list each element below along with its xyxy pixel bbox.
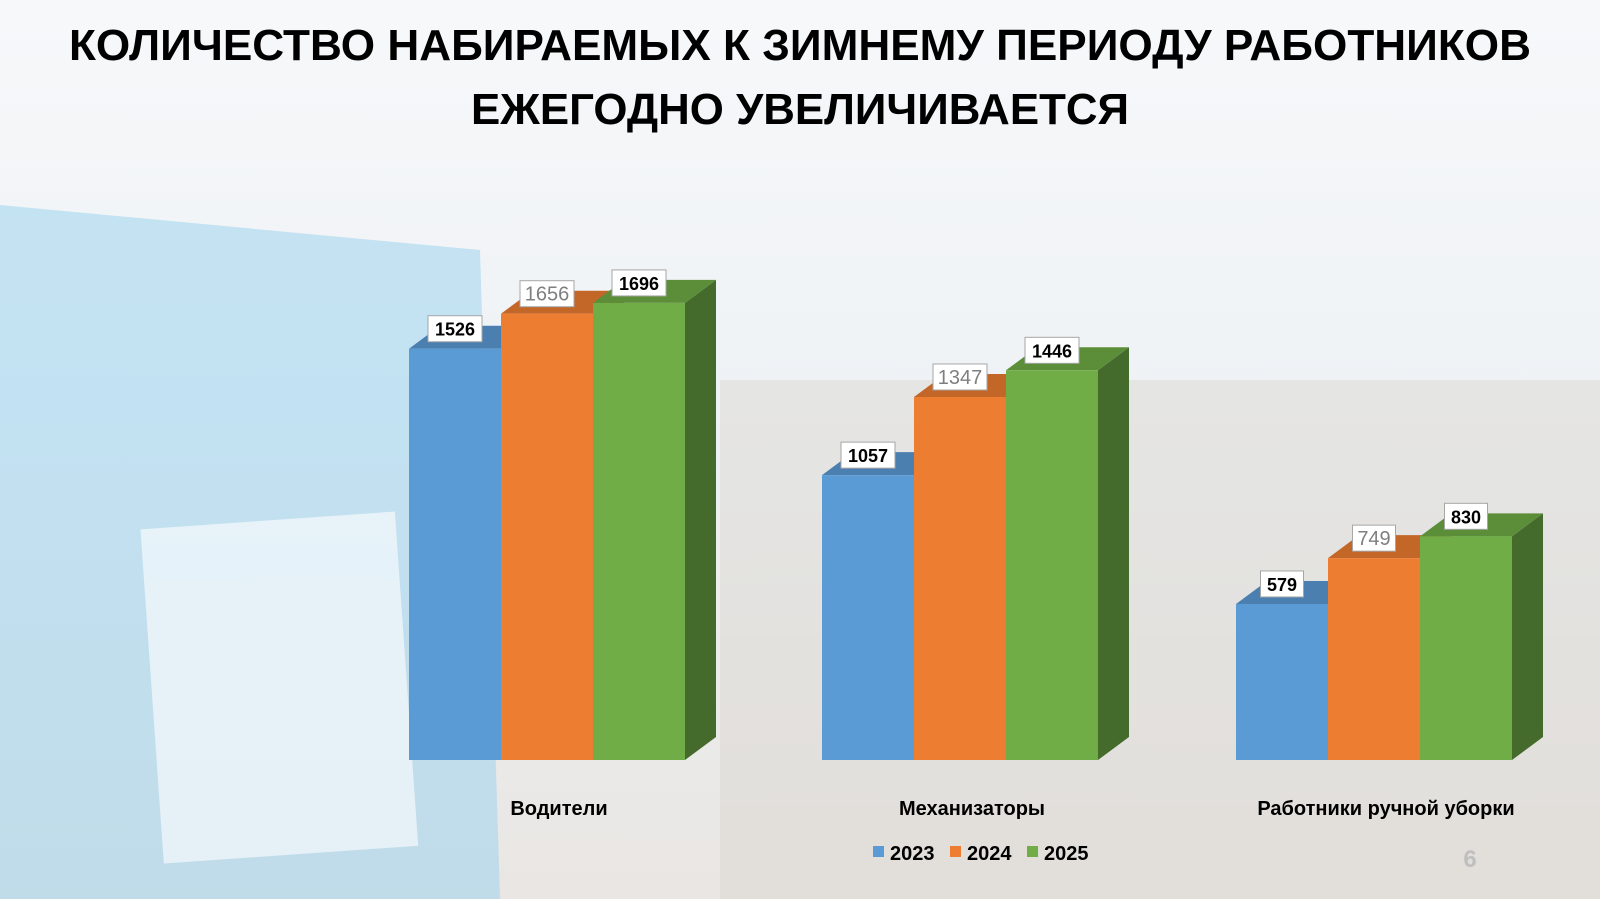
bar-side: [685, 279, 716, 760]
value-label-box: [1444, 502, 1488, 530]
bar: [593, 302, 685, 760]
value-label-box: [1024, 336, 1080, 364]
value-label: 830: [1451, 507, 1481, 527]
bar: [501, 313, 593, 760]
value-label: 749: [1357, 528, 1390, 550]
bar: [1236, 603, 1328, 760]
value-label: 1446: [1032, 341, 1072, 361]
value-label-box: [840, 441, 896, 469]
title-line: КОЛИЧЕСТВО НАБИРАЕМЫХ К ЗИМНЕМУ ПЕРИОДУ …: [69, 21, 1531, 70]
bar: [822, 475, 914, 760]
bar-side: [1098, 347, 1129, 760]
bar: [1420, 536, 1512, 760]
value-label: 1057: [848, 446, 888, 466]
category-label: Механизаторы: [899, 798, 1045, 820]
legend-label: 2023: [890, 843, 935, 865]
legend-swatch: [873, 846, 884, 857]
bar: [914, 396, 1006, 760]
value-label: 1656: [525, 284, 570, 306]
bar-side: [1512, 513, 1543, 760]
value-label: 1347: [938, 367, 983, 389]
legend-label: 2024: [967, 843, 1012, 865]
bar: [1328, 558, 1420, 760]
legend-label: 2025: [1044, 843, 1089, 865]
page-number: 6: [1463, 846, 1476, 873]
value-label-box: [1260, 570, 1304, 598]
value-label-box: [1352, 524, 1396, 552]
value-label-box: [611, 269, 667, 297]
category-label: Водители: [510, 798, 607, 820]
legend-swatch: [1027, 846, 1038, 857]
value-label: 1526: [435, 320, 475, 340]
bar: [1006, 370, 1098, 760]
bar: [409, 348, 501, 760]
value-label: 579: [1267, 575, 1297, 595]
category-label: Работники ручной уборки: [1257, 798, 1514, 820]
title-line: ЕЖЕГОДНО УВЕЛИЧИВАЕТСЯ: [471, 85, 1129, 134]
legend-swatch: [950, 846, 961, 857]
value-label-box: [932, 363, 988, 391]
background-sign: [140, 511, 419, 864]
value-label-box: [519, 280, 575, 308]
value-label-box: [427, 315, 483, 343]
value-label: 1696: [619, 274, 659, 294]
